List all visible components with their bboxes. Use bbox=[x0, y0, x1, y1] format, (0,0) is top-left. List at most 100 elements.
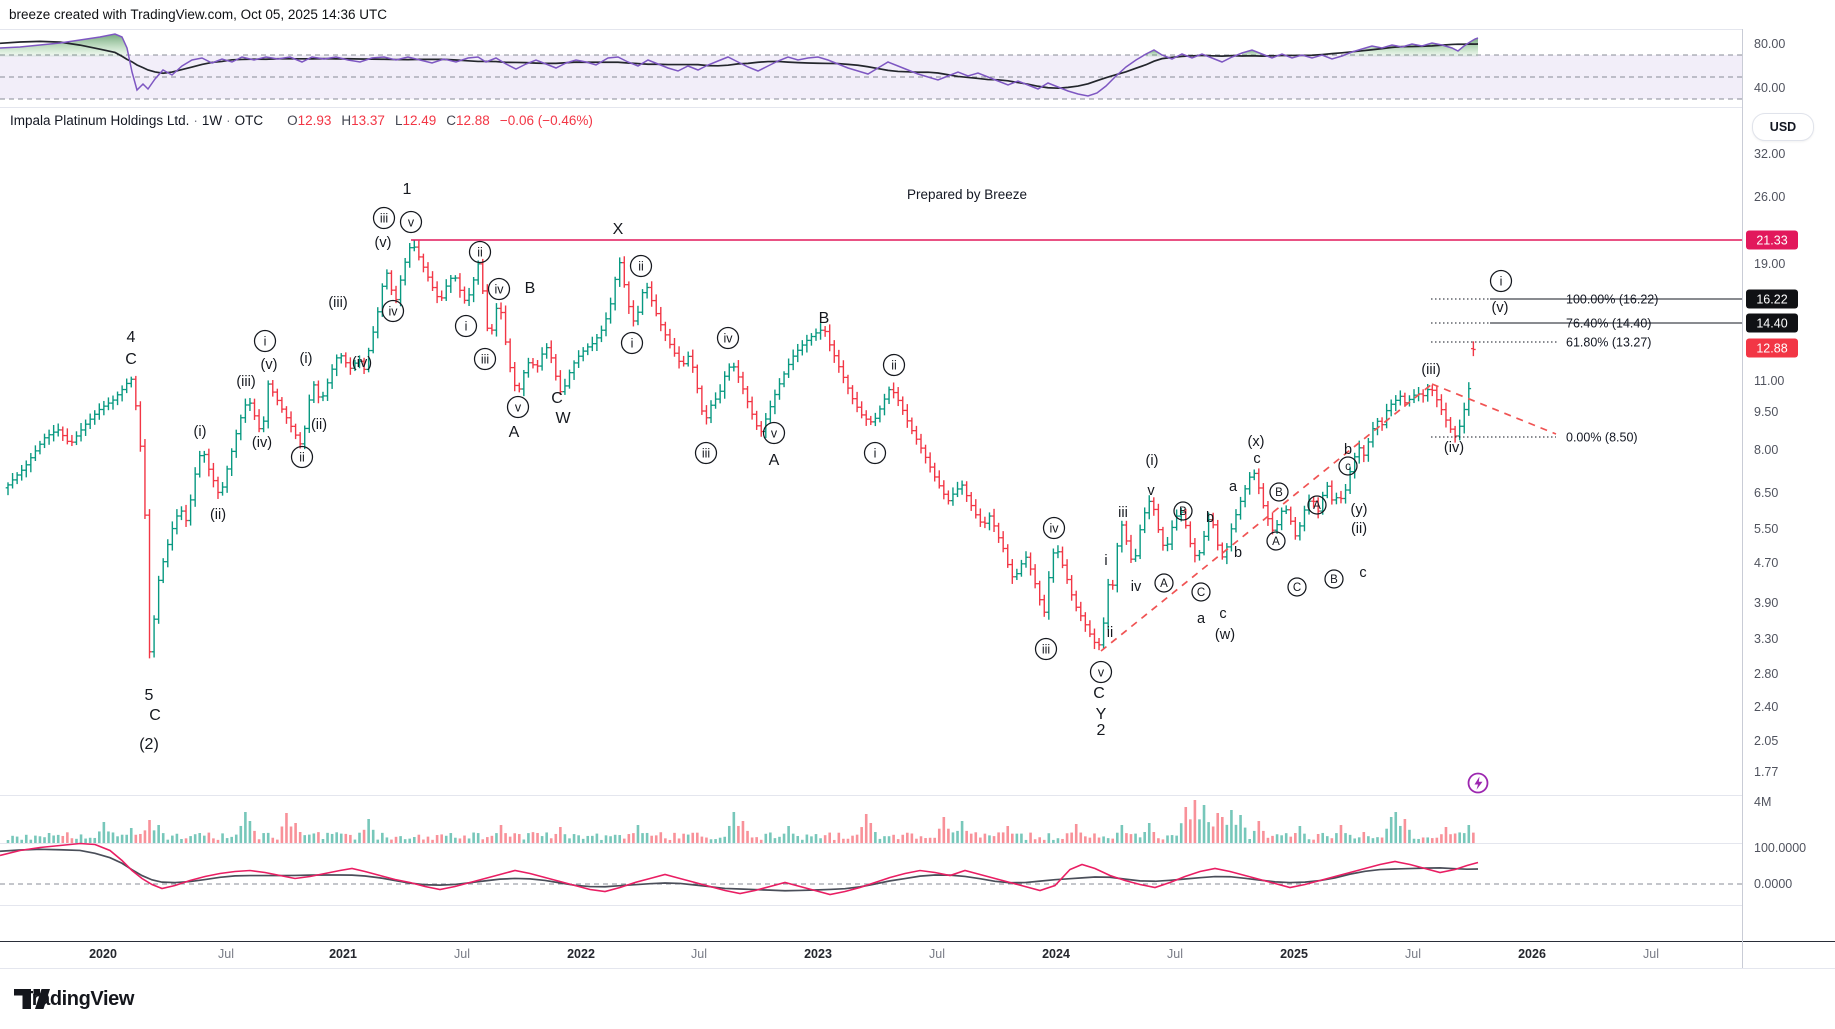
wave-label[interactable]: iii bbox=[372, 206, 396, 230]
wave-label[interactable]: c bbox=[1219, 606, 1226, 622]
wave-label[interactable]: (2) bbox=[139, 736, 159, 753]
svg-text:ii: ii bbox=[891, 359, 897, 373]
price-tick-label: 5.50 bbox=[1754, 522, 1779, 536]
svg-text:iii: iii bbox=[702, 447, 710, 461]
wave-label[interactable]: 2 bbox=[1097, 722, 1106, 739]
wave-label[interactable]: (v) bbox=[261, 357, 278, 373]
wave-label[interactable]: v bbox=[1089, 660, 1113, 684]
wave-label[interactable]: B bbox=[1269, 482, 1289, 502]
wave-label[interactable]: c bbox=[1338, 456, 1358, 476]
svg-text:c: c bbox=[1219, 606, 1226, 622]
wave-label[interactable]: ii bbox=[290, 445, 314, 469]
time-tick-label: Jul bbox=[1167, 947, 1183, 961]
wave-label[interactable]: iii bbox=[694, 441, 718, 465]
wave-label[interactable]: (x) bbox=[1248, 434, 1265, 450]
wave-label[interactable]: (y) bbox=[1351, 502, 1368, 518]
wave-label[interactable]: iv bbox=[716, 326, 740, 350]
svg-text:iv: iv bbox=[723, 332, 733, 346]
wave-label[interactable]: a bbox=[1197, 611, 1206, 627]
wave-label[interactable]: ii bbox=[468, 240, 492, 264]
interval-label[interactable]: 1W bbox=[201, 113, 223, 128]
wave-label[interactable]: (iv) bbox=[252, 435, 272, 451]
svg-text:(i): (i) bbox=[300, 351, 313, 367]
wave-label[interactable]: 1 bbox=[403, 181, 412, 198]
wave-label[interactable]: B bbox=[1324, 569, 1344, 589]
wave-label[interactable]: ii bbox=[882, 353, 906, 377]
wave-label[interactable]: (ii) bbox=[311, 417, 327, 433]
wave-label[interactable]: C bbox=[1093, 685, 1105, 702]
oscillator-tick-label: 0.0000 bbox=[1754, 877, 1793, 891]
wave-label[interactable]: B bbox=[819, 310, 830, 327]
wave-label[interactable]: i bbox=[1489, 269, 1513, 293]
wave-label[interactable]: (iii) bbox=[236, 374, 255, 390]
wave-label[interactable]: (ii) bbox=[1351, 521, 1367, 537]
wave-label[interactable]: (i) bbox=[194, 424, 207, 440]
wave-label[interactable]: C bbox=[551, 390, 563, 407]
wave-label[interactable]: iv bbox=[487, 277, 511, 301]
wave-label[interactable]: ii bbox=[1107, 625, 1113, 641]
wave-label[interactable]: B bbox=[525, 280, 536, 297]
time-tick-label: Jul bbox=[929, 947, 945, 961]
wave-label[interactable]: (ii) bbox=[210, 507, 226, 523]
svg-text:A: A bbox=[1160, 578, 1168, 590]
wave-label[interactable]: (iii) bbox=[328, 295, 347, 311]
wave-label[interactable]: iii bbox=[1118, 505, 1128, 521]
svg-text:i: i bbox=[631, 337, 634, 351]
wave-label[interactable]: i bbox=[863, 441, 887, 465]
time-tick-label: Jul bbox=[218, 947, 234, 961]
wave-label[interactable]: (w) bbox=[1215, 627, 1235, 643]
wave-label[interactable]: i bbox=[454, 314, 478, 338]
wave-label[interactable]: v bbox=[762, 421, 786, 445]
wave-label[interactable]: (iv) bbox=[352, 355, 372, 371]
fib-label: 0.00% (8.50) bbox=[1566, 431, 1638, 445]
wave-label[interactable]: c bbox=[1359, 565, 1366, 581]
wave-label[interactable]: b bbox=[1206, 510, 1214, 526]
wave-label[interactable]: iii bbox=[1034, 637, 1058, 661]
wave-label[interactable]: A bbox=[509, 424, 520, 441]
wave-label[interactable]: (iv) bbox=[1444, 440, 1464, 456]
wave-label[interactable]: A bbox=[1266, 531, 1286, 551]
wave-label[interactable]: i bbox=[1104, 553, 1107, 569]
wave-label[interactable]: 4 bbox=[127, 329, 136, 346]
wave-label[interactable]: 5 bbox=[145, 687, 154, 704]
wave-label[interactable]: C bbox=[1191, 582, 1211, 602]
wave-label[interactable]: v bbox=[506, 395, 530, 419]
wave-label[interactable]: i bbox=[620, 331, 644, 355]
wave-label[interactable]: ii bbox=[629, 254, 653, 278]
symbol-title[interactable]: Impala Platinum Holdings Ltd. bbox=[10, 113, 190, 128]
wave-label[interactable]: v bbox=[1147, 483, 1155, 499]
wave-label[interactable]: B bbox=[1173, 501, 1193, 521]
wave-label[interactable]: iv bbox=[381, 299, 405, 323]
wave-label[interactable]: (i) bbox=[300, 351, 313, 367]
wave-label[interactable]: A bbox=[1307, 495, 1327, 515]
time-tick-label: Jul bbox=[1643, 947, 1659, 961]
wave-label[interactable]: (i) bbox=[1146, 453, 1159, 469]
wave-label[interactable]: i bbox=[253, 329, 277, 353]
wave-label[interactable]: A bbox=[769, 452, 780, 469]
wave-label[interactable]: iv bbox=[1042, 516, 1066, 540]
wave-label[interactable]: Y bbox=[1096, 706, 1107, 723]
wave-label[interactable]: (v) bbox=[1492, 300, 1509, 316]
wave-label[interactable]: b bbox=[1344, 442, 1352, 458]
lightning-button[interactable] bbox=[1467, 772, 1489, 794]
wave-label[interactable]: A bbox=[1154, 573, 1174, 593]
svg-text:2: 2 bbox=[1097, 722, 1106, 739]
wave-label[interactable]: X bbox=[613, 221, 624, 238]
wave-label[interactable]: iv bbox=[1131, 579, 1142, 595]
wave-label[interactable]: C bbox=[149, 707, 161, 724]
wave-label[interactable]: (iii) bbox=[1421, 362, 1440, 378]
currency-toggle-button[interactable]: USD bbox=[1752, 113, 1814, 141]
tradingview-logo[interactable]: TradingView bbox=[14, 988, 134, 1011]
wave-label[interactable]: (v) bbox=[375, 235, 392, 251]
wave-label[interactable]: b bbox=[1234, 545, 1242, 561]
wave-label[interactable]: v bbox=[399, 210, 423, 234]
wave-label[interactable]: a bbox=[1229, 479, 1238, 495]
wave-label[interactable]: c bbox=[1253, 451, 1260, 467]
time-tick-label: 2020 bbox=[89, 947, 117, 961]
symbol-legend[interactable]: Impala Platinum Holdings Ltd. · 1W · OTC O12.… bbox=[10, 113, 593, 128]
wave-label[interactable]: iii bbox=[473, 347, 497, 371]
wave-label[interactable]: W bbox=[555, 410, 571, 427]
wave-label[interactable]: C bbox=[1287, 577, 1307, 597]
wave-label[interactable]: C bbox=[125, 351, 137, 368]
